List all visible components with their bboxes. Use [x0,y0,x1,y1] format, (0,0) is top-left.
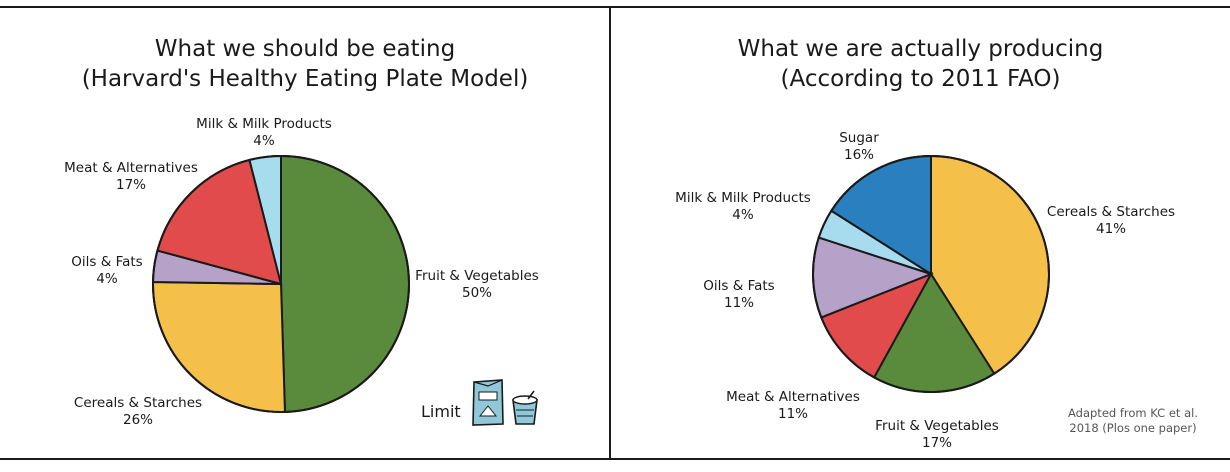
right-label-meat-name: Meat & Alternatives [726,389,860,405]
left-label-meat-value: 17% [115,177,147,193]
center-divider [609,6,611,460]
left-slice-cereals-and-starches [152,280,287,413]
left-label-fruit: Fruit & Vegetables 50% [415,268,539,302]
left-label-cereals-value: 26% [122,412,154,428]
right-pie-outline [812,155,1050,393]
left-chart-subtitle: (Harvard's Healthy Eating Plate Model) [81,66,529,92]
right-label-milk-name: Milk & Milk Products [675,190,811,206]
right-label-sugar-value: 16% [843,147,874,163]
source-note: Adapted from KC et al. 2018 (Plos one pa… [1068,406,1198,436]
right-label-meat: Meat & Alternatives 11% [726,389,860,423]
left-label-cereals-name: Cereals & Starches [73,395,203,411]
bottom-rule [0,458,1230,460]
right-label-cereals: Cereals & Starches 41% [1047,204,1175,238]
right-label-fruit-name: Fruit & Vegetables [875,418,999,434]
right-chart-title: What we are actually producing [737,36,1104,62]
right-label-oils-value: 11% [723,295,754,311]
left-chart-title: What we should be eating [154,36,456,62]
left-label-meat-name: Meat & Alternatives [64,160,198,176]
right-label-sugar: Sugar 16% [839,130,879,164]
left-label-oils-name: Oils & Fats [71,254,143,270]
left-chart-panel: What we should be eating (Harvard's Heal… [0,8,610,460]
left-label-fruit-name: Fruit & Vegetables [415,268,539,284]
left-label-milk-value: 4% [253,133,275,149]
source-note-line-2: 2018 (Plos one paper) [1069,421,1197,435]
source-note-line-1: Adapted from KC et al. [1067,406,1199,420]
top-rule [0,6,1230,8]
left-label-meat: Meat & Alternatives 17% [64,160,198,194]
right-label-fruit: Fruit & Vegetables 17% [875,418,999,452]
left-label-oils: Oils & Fats 4% [71,254,142,288]
right-label-milk: Milk & Milk Products 4% [675,190,811,224]
right-pie-chart [812,154,1050,393]
left-slice-fruit-and-vegetables [280,154,410,413]
sugar-bag-icon [472,379,504,426]
right-chart-panel: What we are actually producing (Accordin… [611,8,1230,460]
left-label-cereals: Cereals & Starches 26% [74,395,202,429]
right-label-oils: Oils & Fats 11% [703,278,774,312]
left-pie-chart [151,154,410,413]
right-chart-subtitle: (According to 2011 FAO) [780,66,1061,92]
left-label-oils-value: 4% [96,271,118,287]
right-label-cereals-value: 41% [1095,221,1127,237]
left-label-milk-name: Milk & Milk Products [196,116,332,132]
right-label-milk-value: 4% [732,207,754,223]
right-label-cereals-name: Cereals & Starches [1046,204,1176,220]
right-label-oils-name: Oils & Fats [703,278,775,294]
limit-label: Limit [421,402,461,421]
right-label-sugar-name: Sugar [839,130,879,146]
right-label-meat-value: 11% [777,406,809,422]
soda-cup-icon [512,390,538,425]
left-label-milk: Milk & Milk Products 4% [196,116,332,150]
left-pie-outline [152,155,410,413]
right-label-fruit-value: 17% [921,435,953,451]
left-label-fruit-value: 50% [461,285,493,301]
